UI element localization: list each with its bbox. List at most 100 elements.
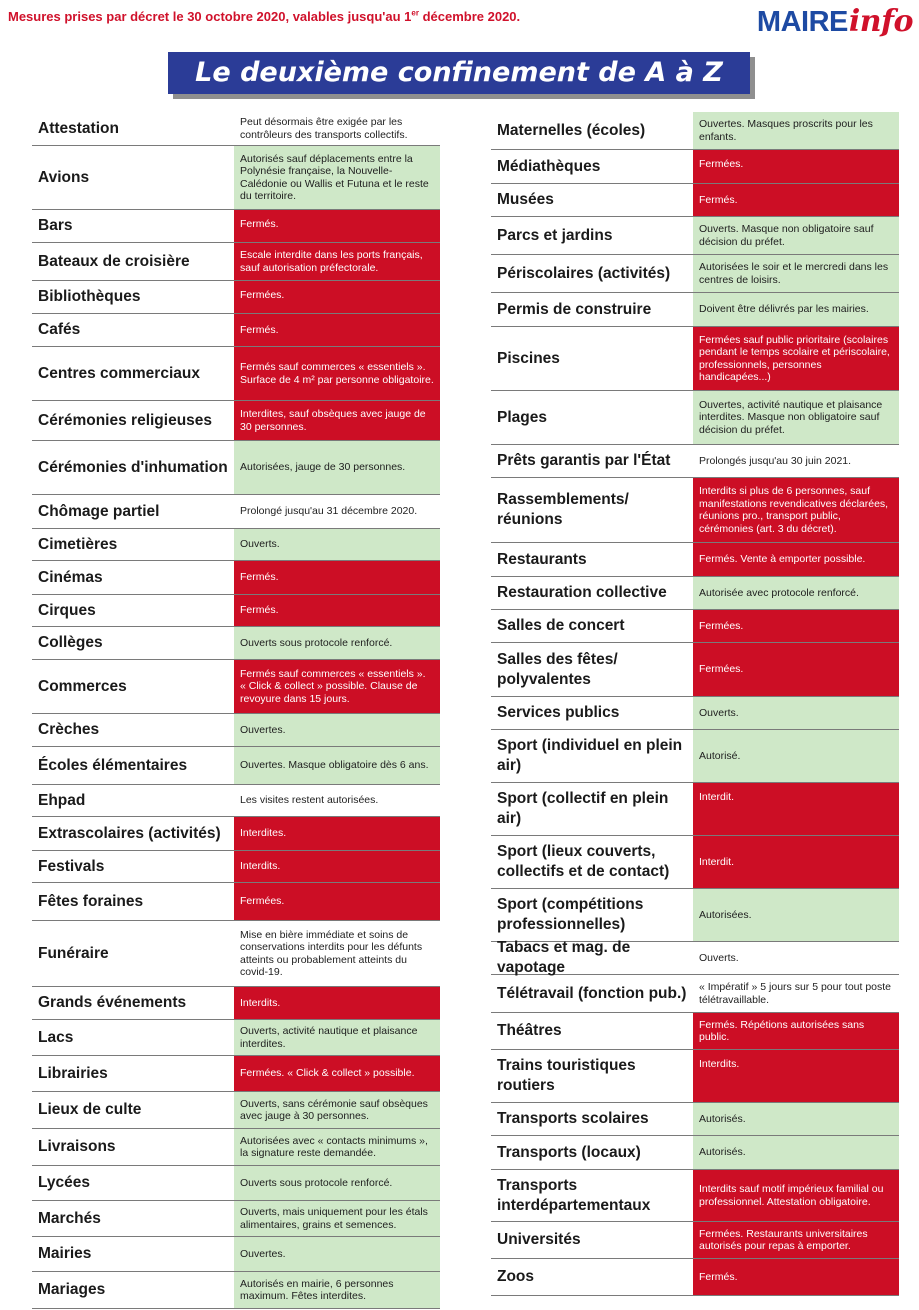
measure-label: Ehpad bbox=[38, 791, 86, 809]
measure-label: Permis de construire bbox=[497, 300, 652, 318]
decree-note-sup: er bbox=[411, 8, 419, 18]
measure-status: Ouverts. bbox=[693, 942, 899, 974]
measure-status: Fermés. Vente à emporter possible. bbox=[693, 543, 899, 576]
measure-label: Sport (collectif en plein air) bbox=[497, 790, 669, 827]
measure-status: Fermés sauf commerces « essentiels ». Su… bbox=[234, 347, 440, 400]
table-row: Bateaux de croisière Escale interdite dan… bbox=[32, 243, 440, 281]
measure-label: Cafés bbox=[38, 321, 81, 338]
measure-label: Transports (locaux) bbox=[497, 1143, 641, 1161]
measure-label: Piscines bbox=[497, 349, 560, 367]
measure-label: Trains touristiques routiers bbox=[497, 1057, 636, 1094]
table-row: Restauration collective Autorisée avec pr… bbox=[491, 577, 899, 610]
table-row: Salles des fêtes/ polyvalentes Fermées. bbox=[491, 643, 899, 697]
measure-status: Autorisés. bbox=[693, 1103, 899, 1135]
measure-status: Fermées. « Click & collect » possible. bbox=[234, 1056, 440, 1091]
measure-status: Fermées. bbox=[234, 883, 440, 920]
table-row: Universités Fermées. Restaurants universi… bbox=[491, 1222, 899, 1259]
measure-status: Ouverts. bbox=[234, 529, 440, 560]
table-row: Plages Ouvertes, activité nautique et pla… bbox=[491, 391, 899, 445]
measure-status: Fermés. bbox=[234, 561, 440, 594]
table-row: Lycées Ouverts sous protocole renforcé. bbox=[32, 1166, 440, 1201]
measure-status: Fermés. Répétions autorisées sans public… bbox=[693, 1013, 899, 1049]
table-row: Funéraire Mise en bière immédiate et soin… bbox=[32, 921, 440, 987]
measure-label: Bateaux de croisière bbox=[38, 252, 190, 270]
table-row: Cimetières Ouverts. bbox=[32, 529, 440, 561]
table-row: Librairies Fermées. « Click & collect » p… bbox=[32, 1056, 440, 1092]
table-row: Permis de construire Doivent être délivré… bbox=[491, 293, 899, 327]
measure-label: Sport (lieux couverts, collectifs et de … bbox=[497, 843, 670, 880]
measure-status: Fermées. bbox=[693, 643, 899, 696]
table-row: Sport (compétitions professionnelles) Aut… bbox=[491, 889, 899, 942]
measure-status: Peut désormais être exigée par les contr… bbox=[234, 112, 440, 145]
measure-status: Autorisées avec « contacts minimums », l… bbox=[234, 1129, 440, 1165]
table-row: Bars Fermés. bbox=[32, 210, 440, 243]
table-row: Grands événements Interdits. bbox=[32, 987, 440, 1020]
measure-label: Cérémonies religieuses bbox=[38, 411, 213, 429]
measure-status: Autorisé. bbox=[693, 730, 899, 782]
measure-label: Sport (individuel en plein air) bbox=[497, 737, 683, 774]
table-row: Marchés Ouverts, mais uniquement pour les… bbox=[32, 1201, 440, 1237]
table-row: Transports interdépartementaux Interdits … bbox=[491, 1170, 899, 1222]
measure-status: Autorisées le soir et le mercredi dans l… bbox=[693, 255, 899, 292]
table-row: Chômage partiel Prolongé jusqu'au 31 déce… bbox=[32, 495, 440, 529]
table-row: Piscines Fermées sauf public prioritaire … bbox=[491, 327, 899, 391]
measure-label: Fêtes foraines bbox=[38, 892, 144, 910]
measure-status: Interdits si plus de 6 personnes, sauf m… bbox=[693, 478, 899, 542]
table-row: Avions Autorisés sauf déplacements entre … bbox=[32, 146, 440, 210]
decree-note-pre: Mesures prises par décret le 30 octobre … bbox=[8, 9, 412, 24]
table-row: Ehpad Les visites restent autorisées. bbox=[32, 785, 440, 817]
measure-status: Fermés. bbox=[234, 210, 440, 242]
measure-status: Interdit. bbox=[693, 783, 899, 835]
measure-status: Autorisées. bbox=[693, 889, 899, 941]
measure-label: Centres commerciaux bbox=[38, 364, 200, 382]
table-row: Mairies Ouvertes. bbox=[32, 1237, 440, 1272]
measure-label: Lacs bbox=[38, 1028, 74, 1046]
measure-status: Autorisées, jauge de 30 personnes. bbox=[234, 441, 440, 494]
measure-status: Doivent être délivrés par les mairies. bbox=[693, 293, 899, 326]
logo-maire: MAIRE bbox=[756, 6, 848, 38]
measure-label: Tabacs et mag. de vapotage bbox=[497, 939, 631, 976]
measure-status: Mise en bière immédiate et soins de cons… bbox=[234, 921, 440, 986]
measure-status: Fermés. bbox=[693, 184, 899, 216]
measure-label: Lycées bbox=[38, 1174, 90, 1191]
measure-label: Transports scolaires bbox=[497, 1110, 649, 1127]
table-row: Collèges Ouverts sous protocole renforcé. bbox=[32, 627, 440, 660]
measure-label: Services publics bbox=[497, 704, 620, 721]
measure-status: Ouvertes. bbox=[234, 1237, 440, 1271]
measure-label: Livraisons bbox=[38, 1138, 116, 1155]
measure-label: Prêts garantis par l'État bbox=[497, 452, 671, 469]
measure-status: Ouverts, mais uniquement pour les étals … bbox=[234, 1201, 440, 1236]
table-row: Trains touristiques routiers Interdits. bbox=[491, 1050, 899, 1103]
measure-label: Marchés bbox=[38, 1209, 101, 1227]
measure-label: Cinémas bbox=[38, 568, 103, 586]
measure-label: Cimetières bbox=[38, 535, 118, 553]
measure-label: Commerces bbox=[38, 677, 127, 695]
table-row: Extrascolaires (activités) Interdites. bbox=[32, 817, 440, 851]
measure-status: Ouverts, activité nautique et plaisance … bbox=[234, 1020, 440, 1055]
measure-label: Plages bbox=[497, 408, 547, 426]
table-row: Parcs et jardins Ouverts. Masque non obli… bbox=[491, 217, 899, 255]
table-row: Lieux de culte Ouverts, sans cérémonie sa… bbox=[32, 1092, 440, 1129]
measure-status: Fermés sauf commerces « essentiels ». « … bbox=[234, 660, 440, 713]
measure-label: Restauration collective bbox=[497, 584, 667, 601]
maireinfo-logo: MAIREinfo bbox=[756, 4, 914, 39]
measure-label: Universités bbox=[497, 1231, 581, 1248]
table-row: Mariages Autorisés en mairie, 6 personnes… bbox=[32, 1272, 440, 1309]
measure-label: Lieux de culte bbox=[38, 1101, 142, 1118]
measure-label: Festivals bbox=[38, 857, 105, 875]
measure-label: Théâtres bbox=[497, 1022, 562, 1039]
logo-info: info bbox=[848, 4, 914, 39]
measure-status: Interdites. bbox=[234, 817, 440, 850]
table-row: Tabacs et mag. de vapotage Ouverts. bbox=[491, 939, 899, 976]
table-row: Cafés Fermés. bbox=[32, 314, 440, 347]
measure-status: Ouvertes. Masques proscrits pour les enf… bbox=[693, 112, 899, 149]
table-row: Cinémas Fermés. bbox=[32, 561, 440, 595]
table-row: Zoos Fermés. bbox=[491, 1259, 899, 1296]
table-row: Théâtres Fermés. Répétions autorisées san… bbox=[491, 1013, 899, 1050]
measure-status: Prolongé jusqu'au 31 décembre 2020. bbox=[234, 495, 440, 528]
table-row: Crèches Ouvertes. bbox=[32, 714, 440, 747]
table-row: Festivals Interdits. bbox=[32, 851, 440, 883]
left-column: Attestation Peut désormais être exigée pa… bbox=[32, 112, 440, 1309]
measure-status: Autorisés sauf déplacements entre la Pol… bbox=[234, 146, 440, 209]
table-row: Transports (locaux) Autorisés. bbox=[491, 1136, 899, 1170]
